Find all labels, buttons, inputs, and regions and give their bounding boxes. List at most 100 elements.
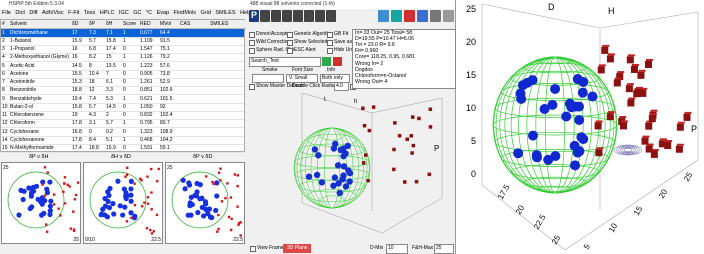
icon-button[interactable] bbox=[417, 10, 428, 22]
checkbox[interactable] bbox=[249, 32, 255, 38]
table-cell: 57.6 bbox=[160, 62, 170, 69]
outside-point bbox=[72, 210, 75, 213]
table-cell: 0.905 bbox=[140, 70, 153, 77]
outside-point bbox=[427, 172, 432, 177]
inside-point bbox=[315, 152, 322, 159]
icon-button[interactable] bbox=[443, 10, 454, 22]
outside-point bbox=[428, 125, 433, 129]
tool-button[interactable] bbox=[271, 10, 281, 22]
checkbox[interactable] bbox=[249, 48, 255, 54]
checkbox[interactable] bbox=[287, 48, 293, 54]
menu-item[interactable]: IGC bbox=[118, 10, 129, 16]
table-row[interactable]: 3 1-Propanol 16 6.8 17.4 0 1.547 75.1 bbox=[1, 45, 244, 54]
table-cell: 0.2 bbox=[106, 128, 113, 135]
sphere-wire bbox=[523, 62, 587, 74]
menu-item[interactable]: Adh/Visc bbox=[42, 10, 64, 16]
outside-point bbox=[239, 234, 242, 237]
table-row[interactable]: 14 Cyclohexanone 17.8 8.4 5.1 1 0.468 104.2 bbox=[1, 136, 244, 145]
smoke-select[interactable] bbox=[252, 74, 284, 83]
checkbox[interactable] bbox=[287, 40, 293, 46]
checkbox[interactable] bbox=[327, 32, 333, 38]
checkbox[interactable] bbox=[287, 32, 293, 38]
tool-button[interactable] bbox=[315, 10, 325, 22]
inside-point bbox=[123, 193, 129, 199]
menu-item[interactable]: Diff bbox=[29, 10, 38, 16]
tool-button[interactable] bbox=[282, 10, 292, 22]
checkbox[interactable] bbox=[249, 84, 255, 90]
tool-button[interactable] bbox=[293, 10, 303, 22]
menu-item[interactable]: GC bbox=[133, 10, 142, 16]
table-cell: 75.1 bbox=[160, 46, 170, 52]
menu-item[interactable]: Grid bbox=[200, 10, 211, 16]
outside-point-top bbox=[626, 83, 634, 86]
table-cell: 16.8 bbox=[72, 128, 82, 135]
table-cell: 0 bbox=[123, 128, 126, 135]
table-row[interactable]: 2 1-Butanol 15.9 5.7 15.8 1 1.109 91.5 bbox=[1, 37, 244, 46]
checkbox[interactable] bbox=[249, 40, 255, 46]
table-row[interactable]: 6 Acetone 15.5 10.4 7 0 0.905 73.8 bbox=[1, 70, 244, 79]
menu-item[interactable]: F-Fit bbox=[68, 10, 80, 16]
menu-item[interactable]: Tess bbox=[83, 10, 96, 16]
table-row[interactable]: 8 Benzonitrile 18.8 12 3.3 0 0.851 102.6 bbox=[1, 86, 244, 96]
tool-button[interactable] bbox=[326, 10, 336, 22]
inside-point bbox=[330, 182, 337, 189]
axis-frame bbox=[599, 11, 699, 29]
menu-item[interactable]: FindMols bbox=[173, 10, 196, 16]
tool-button[interactable] bbox=[249, 10, 259, 22]
menu-item[interactable]: Help bbox=[240, 10, 252, 16]
inside-point bbox=[340, 145, 347, 152]
inside-point bbox=[44, 190, 51, 196]
outside-point bbox=[233, 173, 237, 176]
tool-button[interactable] bbox=[260, 10, 270, 22]
table-cell: 2 bbox=[106, 112, 109, 118]
icon-button[interactable] bbox=[378, 10, 389, 22]
inside-point bbox=[128, 198, 134, 204]
axis-label: h bbox=[354, 99, 357, 105]
menu-item[interactable]: Dict bbox=[15, 10, 25, 16]
menu-item[interactable]: °C bbox=[145, 10, 153, 16]
table-cell: 19.4 bbox=[72, 95, 82, 102]
font-select[interactable] bbox=[286, 74, 318, 83]
outside-point bbox=[237, 223, 240, 226]
inside-point bbox=[128, 186, 134, 192]
checkbox[interactable] bbox=[327, 48, 333, 54]
search-box[interactable] bbox=[249, 57, 321, 67]
inside-point bbox=[550, 151, 561, 162]
table-row[interactable]: 10 Butan-2-ol 15.8 5.7 14.5 0 1.050 92 bbox=[1, 103, 244, 112]
table-row[interactable]: 9 Benzaldehyde 19.4 7.4 5.3 1 0.621 101.5 bbox=[1, 95, 244, 104]
table-cell: 1 bbox=[123, 95, 126, 102]
table-cell: 19 bbox=[72, 112, 78, 118]
tool-button[interactable] bbox=[304, 10, 314, 22]
table-row[interactable]: 5 Acetic Acid 14.5 8 13.5 0 1.223 57.6 bbox=[1, 62, 244, 71]
menu-item[interactable]: File bbox=[2, 10, 11, 16]
checkbox[interactable] bbox=[250, 246, 256, 252]
icon-button[interactable] bbox=[404, 10, 415, 22]
menu-item[interactable]: HPLC bbox=[99, 10, 115, 16]
table-row[interactable]: 12 Chloroform 17.8 3.1 5.7 1 0.795 80.7 bbox=[1, 119, 244, 129]
axis-frame bbox=[481, 184, 566, 251]
menu-item[interactable]: Evap bbox=[156, 10, 170, 16]
outside-point-top bbox=[602, 44, 610, 47]
table-row[interactable]: 1 Dichloromethane 17 7.3 7.1 1 0.677 64.4 bbox=[1, 28, 244, 38]
outside-point bbox=[236, 184, 239, 188]
plane-button[interactable] bbox=[283, 244, 311, 253]
table-cell: 16 bbox=[72, 46, 78, 52]
outside-point bbox=[675, 145, 683, 153]
menu-item[interactable]: SMILES bbox=[215, 10, 236, 16]
clear-button[interactable] bbox=[333, 57, 342, 66]
icon-button[interactable] bbox=[430, 10, 441, 22]
radius-input[interactable] bbox=[334, 82, 349, 91]
plot-2d: 0/10 22.5 bbox=[83, 162, 163, 244]
table-row[interactable]: 13 Cyclohexane 16.8 0 0.2 0 1.323 108.9 bbox=[1, 128, 244, 137]
table-row[interactable]: 11 Chlorobenzene 19 4.3 2 0 0.832 102.4 bbox=[1, 111, 244, 120]
icon-button[interactable] bbox=[391, 10, 402, 22]
table-cell: 5.7 bbox=[106, 120, 113, 127]
inside-point bbox=[122, 204, 128, 210]
search-button[interactable] bbox=[322, 57, 331, 66]
checkbox[interactable] bbox=[327, 40, 333, 46]
table-row[interactable]: 15 N-Methylformamide 17.4 18.8 15.9 0 1.591 59.… bbox=[1, 144, 244, 153]
table-row[interactable]: 7 Acetonitrile 15.3 18 6.1 0 1.261 52.9 bbox=[1, 78, 244, 87]
table-row[interactable]: 4 2-Methoxyethanol (Glyme) 16 8.2 15 1 1.126 79… bbox=[1, 53, 244, 63]
outside-point bbox=[57, 207, 60, 210]
outside-point-top bbox=[635, 86, 643, 89]
